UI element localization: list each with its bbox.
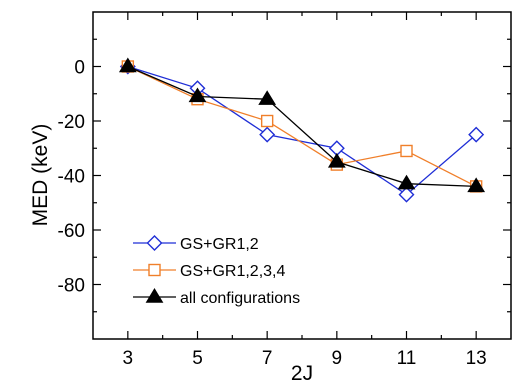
series-2-point (400, 144, 413, 158)
y-tick-label: -20 (58, 112, 85, 133)
legend-marker (146, 235, 163, 251)
ticks-layer (93, 12, 511, 339)
y-tick-label: -60 (58, 221, 85, 242)
legend: GS+GR1,2 GS+GR1,2,3,4 all configurations (133, 235, 300, 307)
legend-entry-2: GS+GR1,2,3,4 (133, 263, 285, 280)
x-tick-label: 3 (123, 348, 134, 369)
series-3-point (467, 177, 486, 193)
legend-marker (148, 263, 161, 277)
series-3-point (188, 87, 207, 103)
y-tick-label: 0 (74, 58, 85, 79)
y-tick-label: -80 (58, 276, 85, 297)
series-2-line (127, 65, 477, 187)
series-1-point (468, 126, 485, 143)
y-tick-label: -40 (58, 167, 85, 188)
x-tick-label: 5 (192, 348, 203, 369)
x-axis-title: 2J (291, 362, 313, 383)
legend-entry-3: all configurations (133, 288, 300, 307)
legend-label: all configurations (180, 290, 300, 307)
series-3-point (118, 57, 137, 73)
plot-frame (92, 11, 512, 340)
series-3-point (397, 174, 416, 190)
series-1-point (398, 186, 415, 203)
x-tick-label: 9 (332, 348, 343, 369)
x-tick-label: 11 (397, 348, 417, 369)
series-3-point (258, 90, 277, 105)
legend-label: GS+GR1,2 (180, 236, 259, 253)
series-3-line (127, 65, 477, 188)
series-2-point (260, 114, 274, 128)
tick-labels-layer: 3 5 7 9 11 13 0 -20 -40 -60 -80 (58, 58, 487, 370)
series-3-point (327, 152, 346, 168)
series-1-point (259, 126, 276, 143)
x-tick-label: 7 (262, 348, 273, 369)
series-2 (121, 60, 483, 193)
y-axis-title: MED (keV) (29, 124, 52, 227)
x-tick-label: 13 (466, 348, 487, 369)
series-layer (118, 57, 486, 203)
legend-label: GS+GR1,2,3,4 (180, 263, 285, 280)
legend-marker (145, 288, 164, 303)
series-3 (118, 57, 486, 193)
legend-entry-1: GS+GR1,2 (133, 235, 259, 253)
